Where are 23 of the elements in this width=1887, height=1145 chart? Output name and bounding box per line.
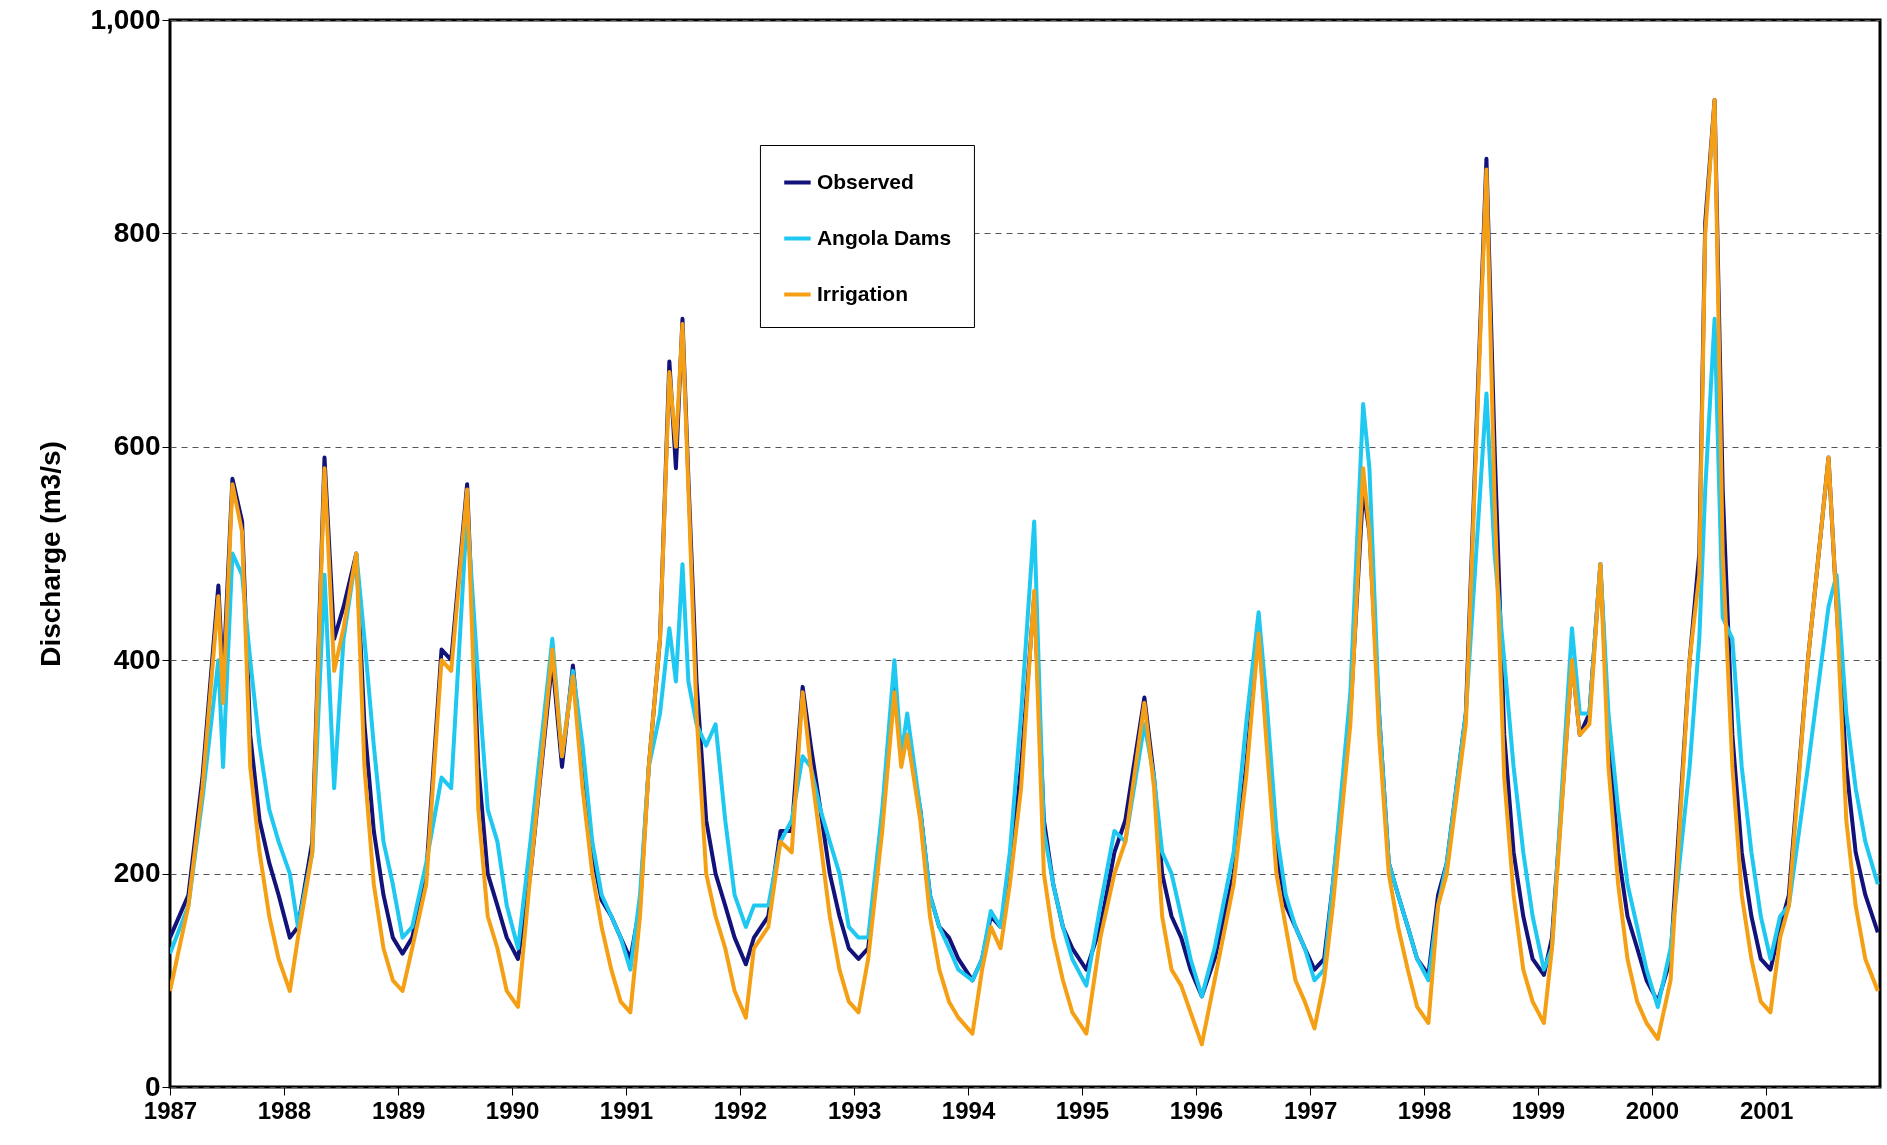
x-tick-label: 1993 bbox=[827, 1096, 882, 1124]
x-tick-label: 1991 bbox=[599, 1096, 654, 1124]
x-tick-label: 1999 bbox=[1511, 1096, 1566, 1124]
x-tick-label: 1990 bbox=[485, 1096, 540, 1124]
x-tick-label: 1989 bbox=[371, 1096, 426, 1124]
y-tick-label: 1,000 bbox=[90, 3, 161, 35]
x-tick-label: 2001 bbox=[1739, 1096, 1794, 1124]
legend-label: Angola Dams bbox=[816, 225, 952, 249]
x-tick-label: 1994 bbox=[941, 1096, 996, 1124]
x-tick-label: 1996 bbox=[1169, 1096, 1224, 1124]
y-tick-label: 400 bbox=[113, 643, 161, 675]
x-tick-label: 1992 bbox=[713, 1096, 768, 1124]
y-tick-label: 800 bbox=[113, 216, 161, 248]
x-tick-label: 1998 bbox=[1397, 1096, 1452, 1124]
x-tick-label: 1997 bbox=[1283, 1096, 1338, 1124]
x-tick-label: 2000 bbox=[1625, 1096, 1680, 1124]
legend-label: Irrigation bbox=[816, 281, 908, 305]
y-axis-title: Discharge (m3/s) bbox=[35, 441, 67, 667]
x-tick-label: 1988 bbox=[257, 1096, 312, 1124]
x-tick-label: 1995 bbox=[1055, 1096, 1110, 1124]
y-tick-label: 600 bbox=[113, 430, 161, 462]
legend-label: Observed bbox=[816, 169, 914, 193]
y-tick-label: 200 bbox=[113, 857, 161, 889]
